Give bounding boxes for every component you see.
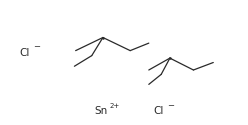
Text: −: − — [33, 42, 40, 51]
Text: Sn: Sn — [94, 106, 107, 116]
Text: 2+: 2+ — [110, 103, 120, 109]
Text: Cl: Cl — [20, 48, 30, 58]
Text: Cl: Cl — [154, 106, 164, 116]
Text: −: − — [167, 101, 174, 110]
